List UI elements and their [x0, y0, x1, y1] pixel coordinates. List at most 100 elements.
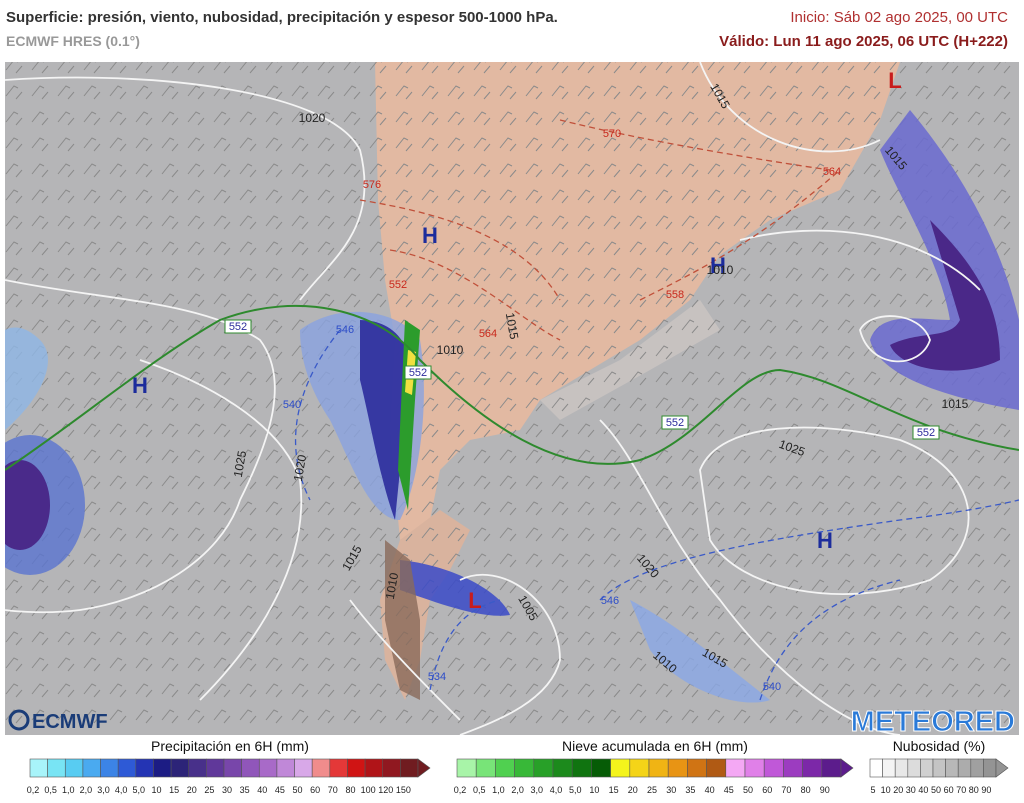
contour-label: 546 [336, 324, 354, 336]
legend-label: 60 [762, 785, 772, 795]
legend-swatch [47, 758, 66, 778]
legend-label: 4,0 [550, 785, 563, 795]
low-pressure: L [468, 588, 481, 613]
legend-label: 0,2 [27, 785, 40, 795]
legend-title: Nubosidad (%) [893, 738, 986, 754]
init-time: Inicio: Sáb 02 ago 2025, 00 UTC [790, 9, 1008, 26]
precip [890, 220, 1000, 371]
legend-label: 20 [628, 785, 638, 795]
high-pressure: H [710, 253, 726, 278]
terrain [385, 540, 420, 700]
contour-label: 540 [283, 399, 301, 411]
legend-arrow [417, 758, 431, 778]
legend-swatch [400, 758, 419, 778]
legend-swatch [258, 758, 278, 778]
legend-label: 70 [956, 785, 966, 795]
logo-ecmwf: ECMWF [8, 709, 108, 733]
precip [360, 320, 410, 520]
legend-swatch [591, 758, 611, 778]
precip [400, 560, 510, 616]
legend-label: 80 [345, 785, 355, 795]
legend-swatch [206, 758, 225, 778]
legend-swatch [64, 758, 84, 778]
legend-label: 20 [893, 785, 903, 795]
legend-label: 45 [724, 785, 734, 795]
legend-label: 10 [881, 785, 891, 795]
legend-label: 90 [820, 785, 830, 795]
thickness-warm [359, 119, 841, 341]
legend-swatch [135, 758, 154, 778]
contour-label: 576 [363, 179, 381, 191]
legend-label: 150 [396, 785, 411, 795]
legend-label: 2,0 [80, 785, 93, 795]
legend-swatch [783, 758, 803, 778]
legend-swatch [907, 758, 921, 778]
legend-swatch [514, 758, 535, 778]
title: Superficie: presión, viento, nubosidad, … [6, 9, 558, 26]
legend-label: 1,0 [492, 785, 505, 795]
thickness-cold [294, 329, 1019, 701]
legend-label: 2,0 [511, 785, 524, 795]
legend-swatch [667, 758, 688, 778]
valid-time: Válido: Lun 11 ago 2025, 06 UTC (H+222) [719, 33, 1008, 50]
legend-swatch [920, 758, 934, 778]
legend-title: Precipitación en 6H (mm) [151, 738, 309, 754]
legend-swatch [882, 758, 896, 778]
legend-label: 0,5 [44, 785, 57, 795]
legend-swatch [117, 758, 137, 778]
legend-swatch [347, 758, 366, 778]
legend-label: 5,0 [133, 785, 146, 795]
legend-arrow [840, 758, 854, 778]
legend-swatch [153, 758, 172, 778]
legend-swatch [983, 758, 997, 778]
label-box [404, 365, 432, 380]
legend-swatch [648, 758, 669, 778]
legend-arrow [995, 758, 1009, 778]
legend-label: 100 [361, 785, 376, 795]
legend-swatch [188, 758, 207, 778]
legend-swatch [223, 758, 242, 778]
contour-label: 552 [389, 279, 407, 291]
high-pressure: H [422, 223, 438, 248]
label-box [912, 425, 940, 440]
thickness-552 [5, 304, 1019, 471]
legend-swatch [82, 758, 101, 778]
contour-label: 564 [479, 328, 497, 340]
legend-label: 50 [293, 785, 303, 795]
contour-label: 1025 [231, 449, 249, 478]
legend-swatch [276, 758, 295, 778]
legend-swatch [364, 758, 384, 778]
legend-label: 4,0 [115, 785, 128, 795]
contour-label: 558 [666, 289, 684, 301]
legend-label: 120 [378, 785, 393, 795]
label-box [224, 319, 252, 334]
legend-swatch [970, 758, 984, 778]
contour-label: 546 [601, 595, 619, 607]
low-pressure: L [888, 68, 901, 93]
legend-label: 80 [969, 785, 979, 795]
legend-label: 20 [187, 785, 197, 795]
legend-swatch [495, 758, 515, 778]
label-box [661, 415, 689, 430]
legend-label: 25 [204, 785, 214, 795]
legend-swatch [456, 758, 477, 778]
legend-label: 90 [981, 785, 991, 795]
legend-swatch [802, 758, 823, 778]
logo-meteored: METEORED [851, 706, 1015, 738]
legend-label: 35 [240, 785, 250, 795]
legend-label: 40 [918, 785, 928, 795]
legend-swatch [552, 758, 573, 778]
contour-label: 552 [917, 427, 935, 439]
legend-label: 60 [310, 785, 320, 795]
contour-label: 564 [823, 166, 841, 178]
legend-swatch [29, 758, 48, 778]
legend-swatch [945, 758, 959, 778]
legend-swatch [241, 758, 260, 778]
cloud-precip [5, 327, 48, 430]
legend-swatch [706, 758, 727, 778]
contour-label: 1010 [437, 343, 464, 357]
legend-label: 5 [870, 785, 875, 795]
legend-swatch [869, 758, 883, 778]
